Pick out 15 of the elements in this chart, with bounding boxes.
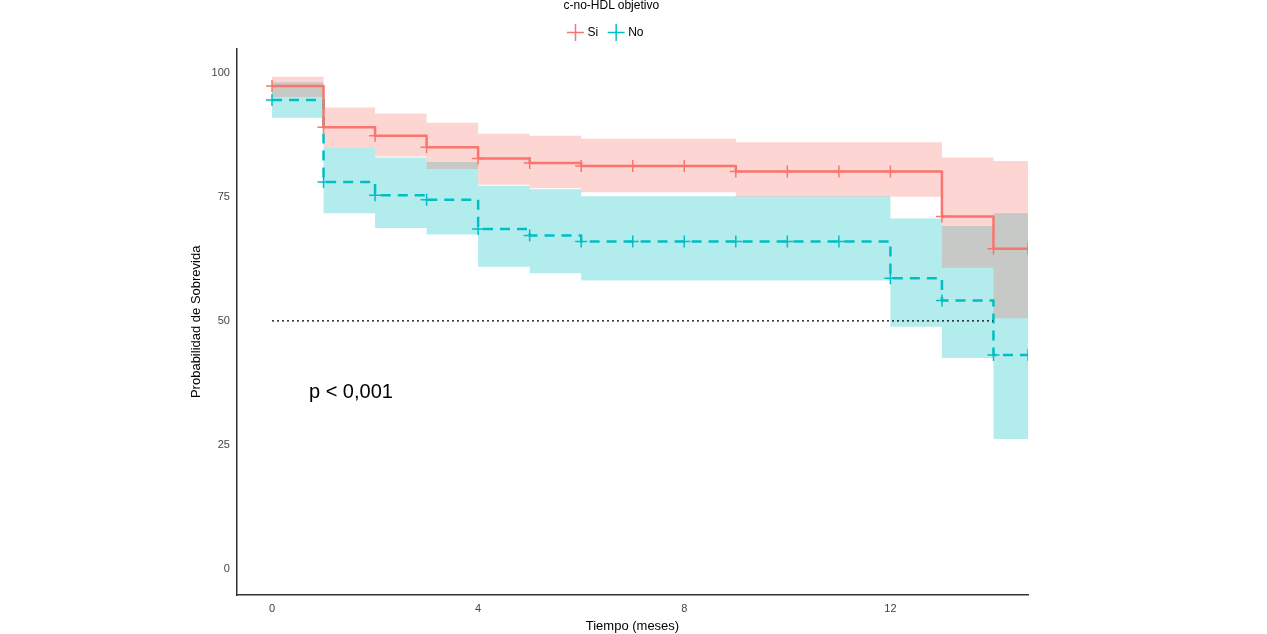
y-tick-label: 100: [211, 65, 230, 78]
x-tick-label: 0: [268, 601, 276, 614]
x-tick-label: 4: [475, 601, 482, 614]
legend-label: Si: [587, 24, 599, 39]
annotation: p < 0,001: [308, 380, 393, 403]
x-tick-label: 12: [884, 601, 897, 614]
y-tick-label: 25: [217, 437, 230, 450]
y-tick-label: 50: [217, 313, 230, 326]
y-tick-label: 0: [223, 561, 230, 574]
y-tick-label: 75: [217, 189, 230, 202]
x-tick-label: 8: [681, 601, 688, 614]
legend-label: No: [628, 24, 644, 39]
y-axis-title: Probabilidad de Sobrevida: [188, 244, 204, 399]
legend-title: c-no-HDL objetivo: [563, 0, 660, 13]
x-axis-title: Tiempo (meses): [585, 617, 680, 633]
